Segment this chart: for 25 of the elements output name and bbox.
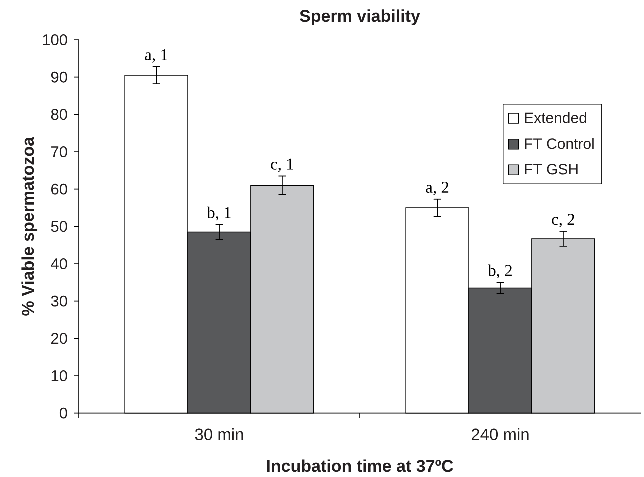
legend-label: FT GSH [525, 164, 578, 175]
y-tick-label: 0 [60, 408, 68, 419]
y-tick-label: 10 [52, 370, 68, 382]
y-tick-label: 80 [51, 109, 68, 120]
y-tick-label: 100 [43, 34, 68, 46]
annotation: b, 2 [488, 264, 512, 279]
y-tick-label: 70 [52, 146, 68, 158]
legend-label: Extended [525, 112, 586, 124]
x-tick-label: 30 min [195, 428, 244, 440]
y-tick-label: 30 [51, 296, 68, 307]
x-tick-label: 240 min [472, 428, 529, 440]
annotation: c, 2 [552, 214, 574, 228]
y-axis-title: % Viable spermatozoa [22, 136, 38, 316]
annotation: b, 1 [207, 206, 231, 221]
y-tick-label: 50 [51, 221, 68, 232]
legend-label: FT Control [525, 138, 594, 150]
y-tick-label: 40 [51, 258, 68, 270]
annotation: a, 2 [426, 182, 449, 196]
chart-title: Sperm viability [300, 10, 420, 26]
y-tick-label: 20 [52, 333, 68, 344]
x-axis-title: Incubation time at 37ºC [267, 460, 454, 472]
y-tick-label: 90 [51, 72, 68, 83]
annotation: c, 1 [271, 158, 294, 172]
annotation: a, 1 [145, 49, 168, 63]
y-tick-label: 60 [52, 184, 68, 195]
